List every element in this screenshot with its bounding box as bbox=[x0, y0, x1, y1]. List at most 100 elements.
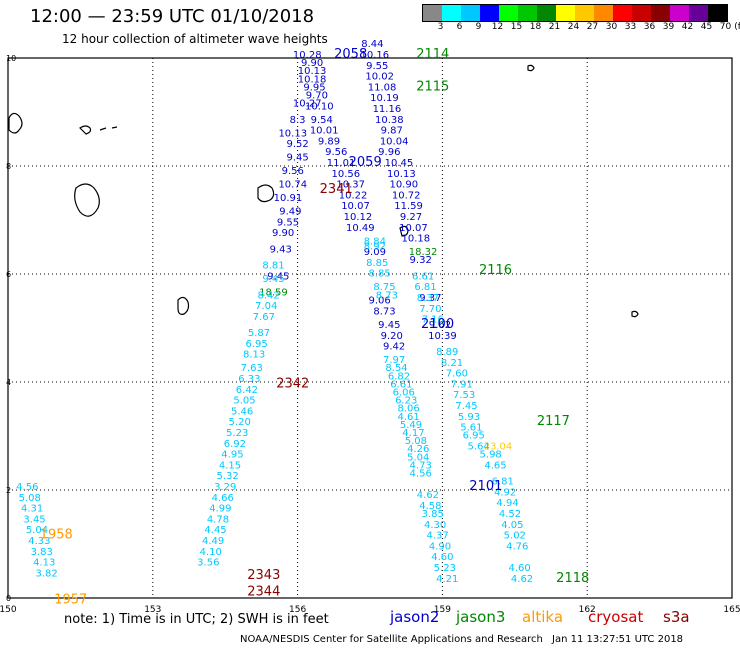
wave-height-value: 6.95 bbox=[463, 431, 485, 442]
wave-height-value: 4.92 bbox=[494, 487, 516, 498]
wave-height-value: 8.13 bbox=[243, 350, 265, 361]
wave-height-value: 9.45 bbox=[286, 153, 308, 164]
wave-height-value: 4.30 bbox=[424, 520, 446, 531]
wave-height-value: 23.04 bbox=[484, 442, 513, 453]
x-tick-label: 165 bbox=[723, 605, 740, 615]
wave-height-value: 10.18 bbox=[298, 74, 327, 85]
x-tick-label: 153 bbox=[144, 605, 161, 615]
wave-height-value: 11.16 bbox=[373, 104, 402, 115]
satellite-s3a: s3a bbox=[663, 608, 690, 626]
wave-height-value: 7.70 bbox=[419, 304, 441, 315]
wave-height-value: 8.75 bbox=[373, 282, 395, 293]
wave-height-value: 9.09 bbox=[364, 247, 386, 258]
island-outlines bbox=[8, 64, 639, 318]
wave-height-value: 8.89 bbox=[436, 347, 458, 358]
wave-height-value: 10.16 bbox=[361, 50, 390, 61]
pass-time-label: 2058 bbox=[334, 47, 367, 62]
wave-height-value: 6.92 bbox=[224, 439, 246, 450]
chart-title: 12:00 — 23:59 UTC 01/10/2018 bbox=[30, 6, 315, 27]
wave-height-value: 9.96 bbox=[378, 147, 400, 158]
wave-height-value: 4.99 bbox=[209, 504, 231, 515]
wave-height-value: 5.46 bbox=[231, 406, 253, 417]
wave-height-value: 10.90 bbox=[389, 180, 418, 191]
pass-time-label: 2117 bbox=[537, 414, 570, 429]
island-shape bbox=[527, 64, 639, 318]
color-legend-bar bbox=[422, 4, 728, 22]
wave-height-value: 9.90 bbox=[272, 228, 294, 239]
wave-height-value: 4.56 bbox=[410, 469, 432, 480]
wave-height-value: 9.45 bbox=[267, 271, 289, 282]
wave-height-value: 4.33 bbox=[28, 536, 50, 547]
wave-height-labels: 10.289.9010.1310.189.959.7010.2710.109.5… bbox=[16, 39, 533, 585]
wave-height-value: 9.62 bbox=[429, 320, 451, 331]
wave-height-value: 10.45 bbox=[385, 158, 414, 169]
wave-height-value: 3.82 bbox=[35, 568, 57, 579]
wave-height-value: 3.45 bbox=[23, 514, 45, 525]
wave-height-value: 4.62 bbox=[417, 490, 439, 501]
wave-height-value: 10.91 bbox=[274, 193, 303, 204]
pass-time-label: 2342 bbox=[276, 376, 309, 391]
wave-height-value: 10.10 bbox=[305, 101, 334, 112]
wave-height-value: 5.61 bbox=[460, 423, 482, 434]
wave-height-value: 4.78 bbox=[207, 514, 229, 525]
wave-height-value: 18.59 bbox=[259, 288, 288, 299]
x-tick-label: 159 bbox=[434, 605, 451, 615]
wave-height-value: 7.16 bbox=[422, 315, 444, 326]
island-shape bbox=[74, 183, 100, 217]
legend-swatch bbox=[651, 5, 670, 21]
pass-time-label: 1957 bbox=[54, 592, 87, 607]
wave-height-value: 3.29 bbox=[214, 482, 236, 493]
wave-height-value: 8.73 bbox=[376, 290, 398, 301]
y-tick-label: 4 bbox=[6, 378, 11, 387]
legend-label: 6 bbox=[456, 22, 463, 32]
legend-label: 12 bbox=[491, 22, 504, 32]
wave-height-value: 10.07 bbox=[341, 201, 370, 212]
pass-time-label: 2343 bbox=[247, 568, 280, 583]
wave-height-value: 6.33 bbox=[238, 374, 260, 385]
wave-height-value: 5.08 bbox=[19, 493, 41, 504]
wave-height-value: 9.32 bbox=[410, 255, 432, 266]
wave-height-value: 4.17 bbox=[402, 428, 424, 439]
legend-unit: (ft) bbox=[734, 22, 740, 32]
wave-height-value: 7.04 bbox=[255, 301, 277, 312]
wave-height-value: 9.49 bbox=[279, 207, 301, 218]
wave-height-value: 4.52 bbox=[499, 509, 521, 520]
island-shape bbox=[257, 184, 275, 203]
wave-height-value: 10.74 bbox=[278, 180, 307, 191]
legend-label: 39 bbox=[662, 22, 675, 32]
wave-height-value: 5.98 bbox=[480, 450, 502, 461]
legend-swatch bbox=[670, 5, 689, 21]
x-tick-label: 162 bbox=[579, 605, 596, 615]
legend-swatch bbox=[499, 5, 518, 21]
y-tick-label: 8 bbox=[6, 162, 11, 171]
wave-height-value: 10.07 bbox=[399, 223, 428, 234]
wave-height-value: 9.42 bbox=[383, 342, 405, 353]
wave-height-value: 5.93 bbox=[458, 412, 480, 423]
wave-height-value: 10.13 bbox=[278, 128, 307, 139]
wave-height-value: 10.13 bbox=[387, 169, 416, 180]
wave-height-value: 5.64 bbox=[467, 442, 489, 453]
wave-height-value: 4.90 bbox=[429, 541, 451, 552]
satellite-jason2: jason2 bbox=[390, 608, 440, 626]
wave-height-value: 7.45 bbox=[455, 401, 477, 412]
island-shape bbox=[8, 112, 23, 134]
wave-height-value: 8.85 bbox=[369, 269, 391, 280]
wave-height-value: 10.27 bbox=[293, 99, 322, 110]
wave-height-value: 8.81 bbox=[262, 261, 284, 272]
wave-height-value: 9.90 bbox=[301, 58, 323, 69]
legend-label: 21 bbox=[548, 22, 561, 32]
wave-height-value: 11.01 bbox=[327, 158, 356, 169]
wave-height-value: 7.97 bbox=[383, 355, 405, 366]
generated-timestamp: Jan 11 13:27:51 UTC 2018 bbox=[552, 634, 684, 645]
wave-height-value: 10.49 bbox=[346, 223, 375, 234]
wave-height-value: 4.60 bbox=[431, 552, 453, 563]
wave-height-value: 10.39 bbox=[428, 331, 457, 342]
wave-height-value: 10.22 bbox=[339, 190, 368, 201]
wave-height-value: 6.61 bbox=[390, 379, 412, 390]
pass-time-label: 2344 bbox=[247, 584, 280, 599]
wave-height-value: 10.72 bbox=[392, 190, 421, 201]
wave-height-value: 8.54 bbox=[385, 363, 407, 374]
x-tick-label: 150 bbox=[0, 605, 17, 615]
wave-height-value: 9.89 bbox=[318, 136, 340, 147]
wave-height-value: 9.56 bbox=[282, 166, 304, 177]
